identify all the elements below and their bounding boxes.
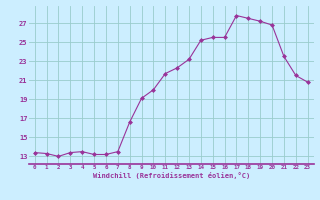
X-axis label: Windchill (Refroidissement éolien,°C): Windchill (Refroidissement éolien,°C): [92, 172, 250, 179]
